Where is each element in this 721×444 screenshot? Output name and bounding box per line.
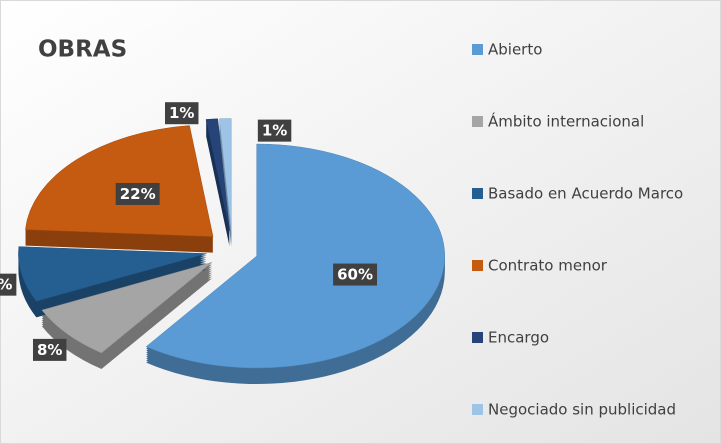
slice xyxy=(41,262,213,354)
slice xyxy=(145,143,445,369)
data-label-box xyxy=(257,119,292,142)
legend-label: Ámbito internacional xyxy=(488,112,644,131)
legend-label: Abierto xyxy=(488,41,542,59)
slice-side xyxy=(205,120,230,233)
data-label-box xyxy=(32,338,67,361)
data-label-text: 8% xyxy=(0,276,12,294)
legend-swatch xyxy=(472,188,483,199)
data-label-text: 22% xyxy=(120,185,156,203)
slice xyxy=(25,125,214,237)
legend-swatch xyxy=(472,116,483,127)
slice-side xyxy=(205,122,230,235)
data-label: 8% xyxy=(32,338,67,361)
legend-label: Contrato menor xyxy=(488,257,608,275)
data-label: 60% xyxy=(333,263,378,286)
data-label-text: 1% xyxy=(169,104,194,122)
legend-label: Negociado sin publicidad xyxy=(488,401,676,419)
data-label-box xyxy=(115,182,160,205)
legend-swatch xyxy=(472,332,483,343)
data-label: 22% xyxy=(115,182,160,205)
slice-side xyxy=(205,124,230,237)
slice-side xyxy=(205,130,230,243)
legend-swatch xyxy=(472,44,483,55)
data-label-text: 1% xyxy=(262,122,287,140)
slice-side xyxy=(205,132,230,245)
chart-title: OBRAS xyxy=(38,37,127,63)
legend-swatch xyxy=(472,404,483,415)
data-label: 1% xyxy=(257,119,292,142)
slice-side xyxy=(205,126,230,239)
data-label: 8% xyxy=(0,273,17,296)
slice xyxy=(219,118,232,231)
data-label-box xyxy=(165,102,199,125)
data-label: 1% xyxy=(165,102,199,125)
slice-side xyxy=(205,128,230,241)
data-label-text: 60% xyxy=(337,266,373,284)
slice-side xyxy=(205,134,230,247)
legend-label: Basado en Acuerdo Marco xyxy=(488,185,683,203)
data-label-box xyxy=(0,273,17,296)
data-label-box xyxy=(333,263,378,286)
data-label-text: 8% xyxy=(37,341,62,359)
legend-label: Encargo xyxy=(488,329,549,347)
slice xyxy=(18,246,207,302)
legend-swatch xyxy=(472,260,483,271)
slice xyxy=(205,118,230,231)
